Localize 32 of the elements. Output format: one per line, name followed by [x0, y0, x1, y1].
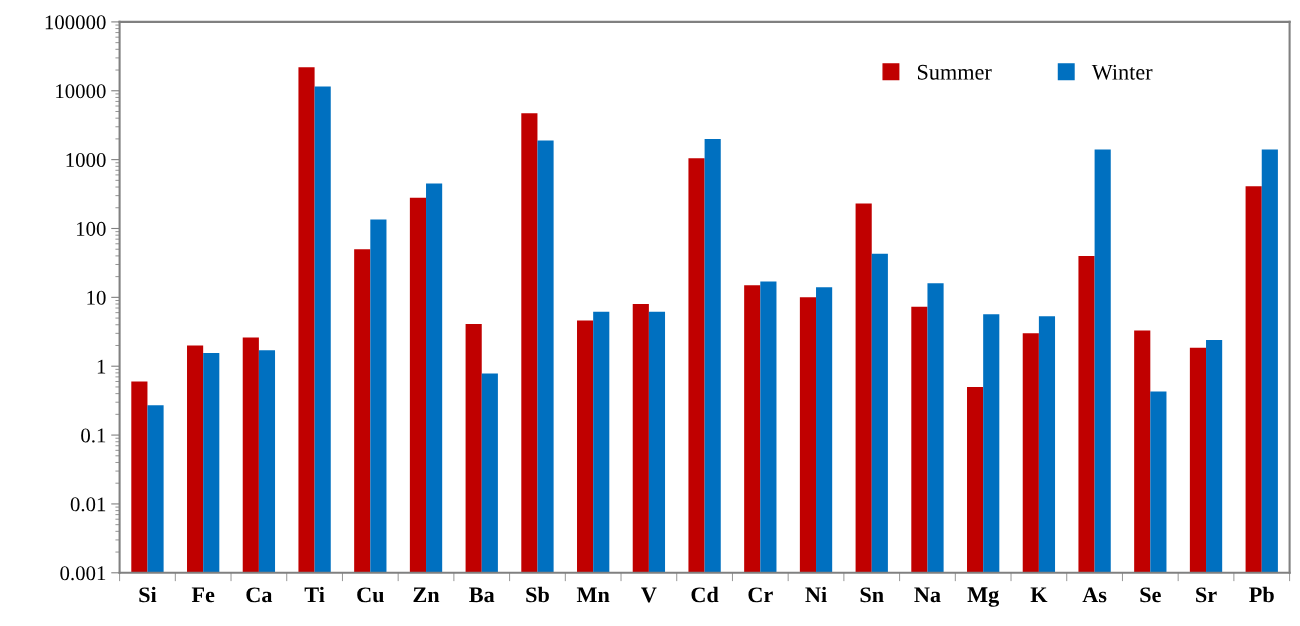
x-tick-label: Cd: [691, 586, 719, 603]
y-tick-label: 10000: [56, 84, 106, 99]
x-tick-label: Si: [139, 586, 157, 603]
x-tick-label: Cu: [357, 587, 384, 603]
y-tick-label: 0.1: [81, 428, 106, 443]
x-tick-label: Ni: [805, 586, 827, 603]
x-tick-label: Ca: [246, 587, 273, 603]
x-tick-label: Cr: [748, 587, 773, 603]
x-tick-label: Sb: [526, 586, 549, 603]
x-tick-label: Pb: [1249, 586, 1274, 603]
x-tick-label: Ba: [469, 587, 495, 603]
legend-label: Summer: [917, 64, 992, 80]
y-tick-label: 0.01: [70, 497, 106, 512]
x-tick-label: K: [1030, 587, 1048, 603]
x-tick-label: V: [641, 587, 657, 603]
x-tick-label: Sr: [1196, 587, 1217, 603]
x-tick-label: Zn: [413, 587, 440, 603]
y-tick-label: 1: [97, 359, 106, 374]
y-tick-label: 100: [76, 221, 106, 236]
x-tick-label: Fe: [191, 587, 215, 603]
legend-label: Winter: [1091, 64, 1153, 80]
y-tick-label: 0.001: [60, 566, 106, 581]
y-tick-label: 100000: [45, 15, 106, 30]
x-tick-label: Se: [1140, 587, 1161, 603]
x-tick-label: Na: [914, 587, 941, 603]
x-tick-label: As: [1082, 587, 1107, 603]
x-tick-label: Mn: [576, 587, 610, 603]
y-tick-label: 10: [87, 290, 106, 305]
y-tick-label: 1000: [66, 153, 106, 168]
x-tick-label: Mg: [967, 587, 999, 607]
x-tick-label: Sn: [860, 587, 884, 603]
x-tick-label: Ti: [304, 586, 325, 603]
